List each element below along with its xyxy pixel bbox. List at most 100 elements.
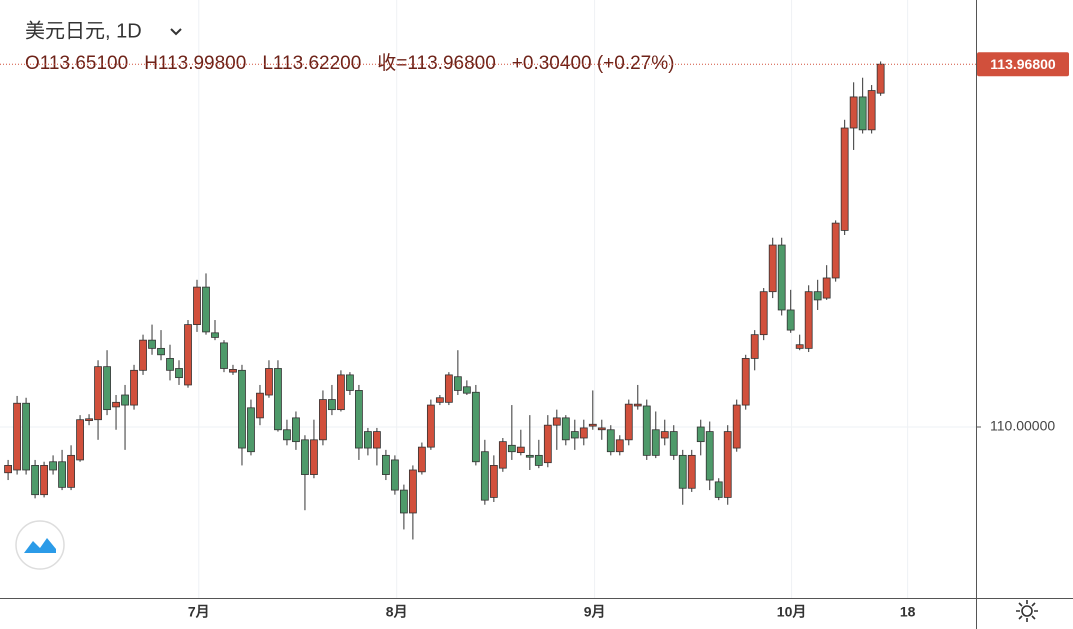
candle-body xyxy=(148,339,156,349)
candle-body xyxy=(741,358,750,406)
candle-body xyxy=(471,391,480,463)
x-tick-label: 18 xyxy=(900,604,916,620)
last-price-box xyxy=(977,52,1069,77)
candle-body xyxy=(687,454,696,489)
x-tick-label: 7月 xyxy=(188,604,210,620)
candle-body xyxy=(579,427,588,439)
y-tick-label: 110.00000 xyxy=(990,418,1055,434)
candle-body xyxy=(301,439,309,475)
candle-body xyxy=(76,419,84,461)
x-tick-label: 10月 xyxy=(777,604,807,620)
candle-body xyxy=(831,222,840,279)
candle-body xyxy=(462,386,471,394)
candle-body xyxy=(435,397,444,403)
candle-body xyxy=(642,405,651,456)
candle-body xyxy=(85,418,93,422)
candle-body xyxy=(750,334,759,359)
candle-body xyxy=(373,431,381,449)
candle-body xyxy=(175,368,183,379)
candle-body xyxy=(444,374,453,403)
candle-body xyxy=(795,344,804,349)
candle-body xyxy=(588,423,597,427)
candle-body xyxy=(723,431,732,498)
candle-body xyxy=(516,446,525,454)
ohlc-label: +0.30400 (+0.27%) xyxy=(512,53,675,74)
candle-body xyxy=(570,431,579,439)
x-tick-label: 9月 xyxy=(584,604,606,620)
candle-body xyxy=(426,404,435,448)
candle-body xyxy=(310,439,318,475)
candle-body xyxy=(355,390,363,449)
ohlc-label: 收=113.96800 xyxy=(377,52,496,74)
x-tick-label: 8月 xyxy=(386,604,408,620)
candle-body xyxy=(112,401,120,408)
candle-body xyxy=(552,417,561,426)
candle-body xyxy=(759,291,768,336)
candle-body xyxy=(130,369,138,406)
candle-body xyxy=(22,402,30,471)
candle-body xyxy=(13,402,21,471)
candle-body xyxy=(58,461,66,488)
ohlc-label: O113.65100 xyxy=(25,53,128,74)
candle-body xyxy=(229,369,237,373)
candle-body xyxy=(256,392,264,419)
grid xyxy=(0,0,976,598)
candle-body xyxy=(247,407,255,453)
ohlc-label: H113.99800 xyxy=(144,53,246,74)
candle-body xyxy=(858,96,867,131)
candle-body xyxy=(274,368,282,431)
candle-body xyxy=(121,394,129,406)
candle-body xyxy=(840,127,849,231)
last-price-label: 113.96800 xyxy=(990,56,1056,72)
candle-body xyxy=(849,96,858,129)
candle-body xyxy=(507,444,516,453)
candle-body xyxy=(408,469,417,514)
candle-body xyxy=(364,431,372,449)
candle-body xyxy=(417,446,426,473)
candle-body xyxy=(876,63,885,94)
candle-body xyxy=(732,404,741,449)
candle-body xyxy=(705,431,714,481)
candle-body xyxy=(822,277,831,299)
candle-body xyxy=(498,441,507,469)
candle-body xyxy=(220,342,228,369)
candle-body xyxy=(696,426,705,443)
candle-body xyxy=(561,417,570,441)
candle-body xyxy=(768,244,777,293)
candle-body xyxy=(651,429,660,456)
candle-body xyxy=(390,459,399,491)
chart-title: 美元日元, 1D xyxy=(25,19,142,42)
candle-body xyxy=(615,439,624,453)
settings-icon[interactable] xyxy=(1016,600,1038,622)
candle-body xyxy=(184,324,192,386)
candle-body xyxy=(328,399,336,411)
candle-body xyxy=(283,429,291,441)
candle-body xyxy=(867,90,876,131)
candle-body xyxy=(525,454,534,458)
candle-body xyxy=(480,451,489,501)
candle-body xyxy=(346,374,354,391)
candle-body xyxy=(157,347,165,356)
candle-body xyxy=(67,454,75,488)
candle-body xyxy=(489,465,498,498)
candle-body xyxy=(453,376,462,391)
candle-body xyxy=(678,454,687,489)
dropdown-chevron[interactable] xyxy=(170,28,182,36)
logo[interactable] xyxy=(15,520,65,570)
candle-body xyxy=(534,454,543,466)
candle-body xyxy=(319,399,327,441)
candle-body xyxy=(813,291,822,301)
candle-body xyxy=(606,429,615,453)
candle-body xyxy=(40,465,48,496)
candle-body xyxy=(4,465,12,474)
candle-body xyxy=(669,431,678,456)
candle-body xyxy=(166,358,174,371)
candle-body xyxy=(49,461,57,471)
candle-body xyxy=(777,244,786,311)
candle-body xyxy=(103,366,111,411)
ohlc-label: L113.62200 xyxy=(262,53,361,74)
candles xyxy=(4,61,885,540)
candle-body xyxy=(543,424,552,464)
